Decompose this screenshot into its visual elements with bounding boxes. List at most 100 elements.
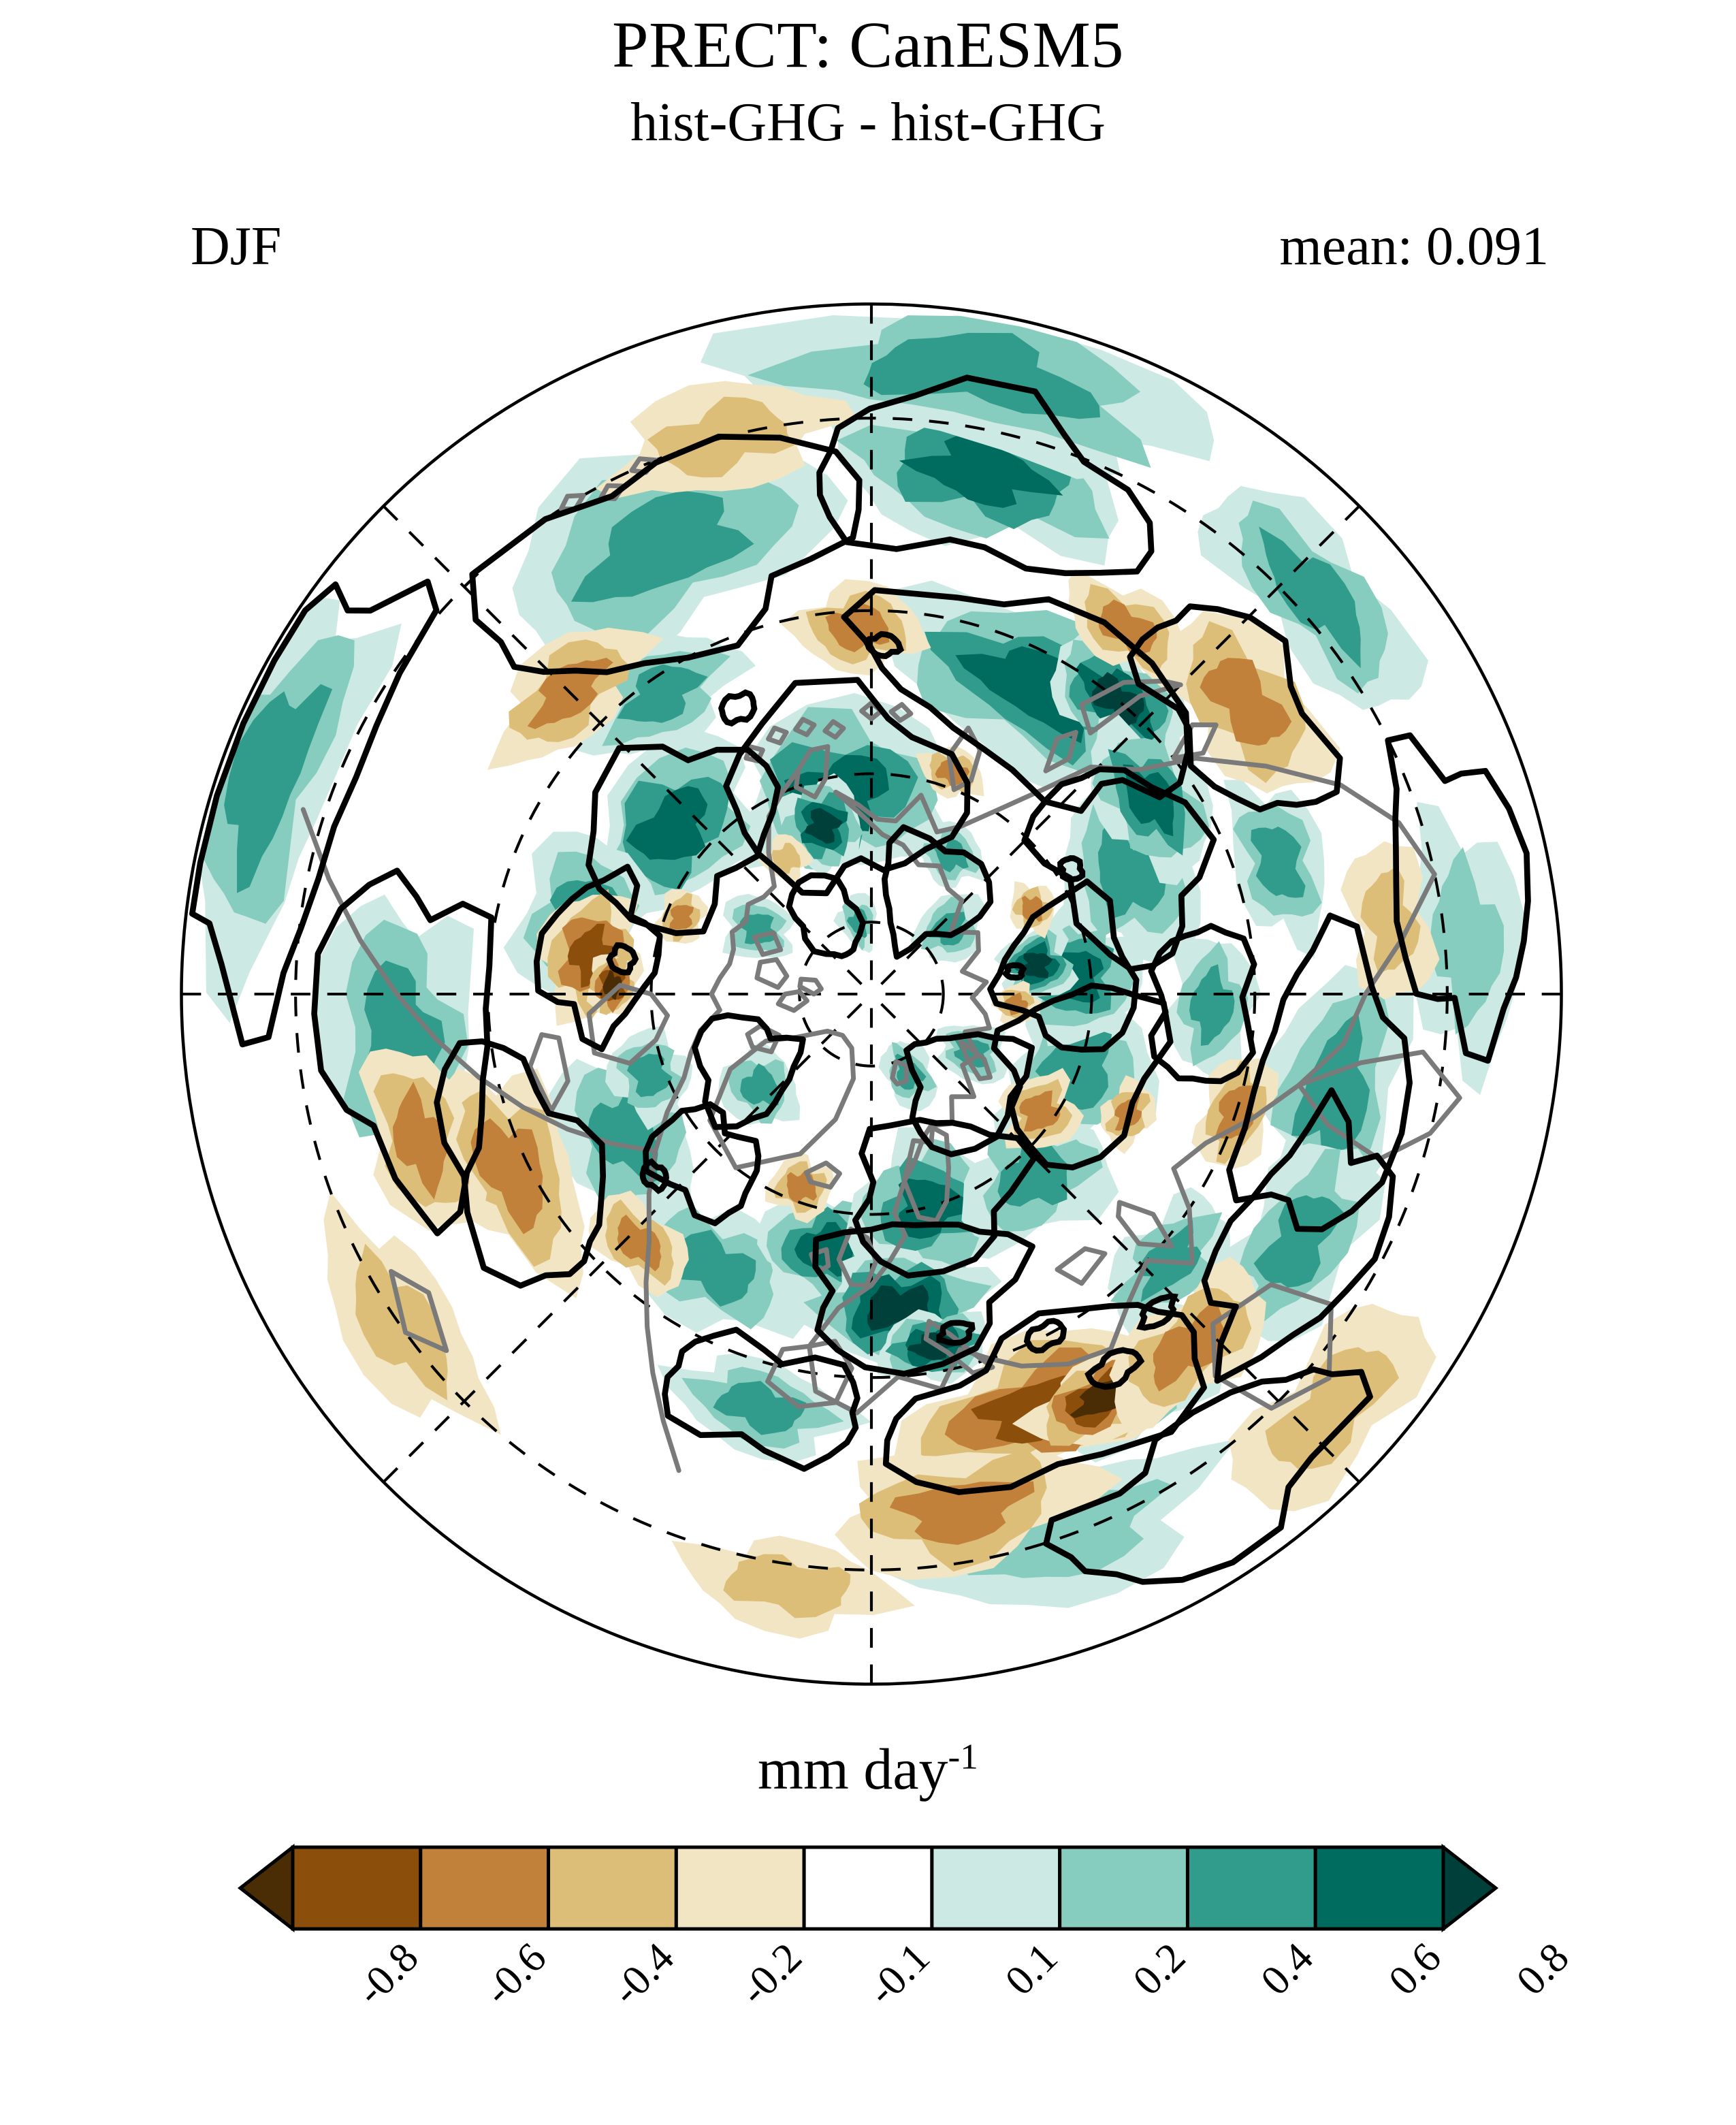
significance-contour: [812, 1221, 1035, 1377]
contour-fill-patch-negative: [392, 1081, 447, 1200]
contour-fill-patch-positive: [1259, 526, 1361, 669]
coastline: [643, 1149, 681, 1473]
colorbar-svg[interactable]: -0.8 -0.6 -0.4 -0.2 -0.1 0.1 0.2 0.4 0.6 0.8: [157, 1835, 1579, 2121]
contour-fill-patch-positive: [626, 786, 708, 860]
colorbar-swatch[interactable]: [1058, 1845, 1189, 1931]
coastline: [793, 744, 831, 800]
colorbar-swatch[interactable]: [802, 1845, 934, 1931]
colorbar-swatch[interactable]: [419, 1845, 551, 1931]
coastline: [1043, 729, 1078, 773]
colorbar-swatch[interactable]: [674, 1845, 806, 1931]
contour-fill-layer: [199, 315, 1525, 1639]
mean-label: mean: 0.091: [1279, 217, 1549, 276]
significance-contour: [469, 434, 863, 675]
coastline: [793, 716, 817, 737]
colorbar-swatch[interactable]: [1313, 1845, 1445, 1931]
coastline: [890, 1059, 910, 1087]
significance-contour: [786, 872, 866, 959]
colorbar-tick-label: -0.8: [347, 1934, 427, 2014]
significance-contour: [662, 1326, 861, 1472]
contour-fill-patch-positive: [739, 913, 777, 944]
contour-fill-patch-positive: [1430, 847, 1505, 1035]
significance-contour: [852, 1117, 1038, 1279]
coastline: [836, 1226, 879, 1288]
contour-fill-patch-positive: [668, 1230, 756, 1307]
contour-fill-patch-negative: [1200, 658, 1292, 746]
significance-contour: [1201, 1087, 1396, 1384]
significance-contour: [311, 867, 495, 1236]
graticule-latitude-circle: [649, 772, 1093, 1216]
colorbar-swatch[interactable]: [1185, 1845, 1317, 1931]
contour-fill-patch-positive: [804, 808, 843, 844]
significance-contour: [987, 878, 1140, 1053]
contour-fill-patch-negative: [1019, 1090, 1061, 1132]
graticule-longitude-line: [382, 995, 870, 1484]
significance-contour: [1226, 912, 1413, 1232]
coastline: [765, 1339, 854, 1409]
significance-contour-cell: [718, 689, 758, 727]
contour-fill-patch-negative: [567, 923, 614, 988]
contour-fill-patch-positive: [626, 1053, 673, 1098]
coastline: [797, 976, 824, 997]
contour-fill-patch-negative: [723, 1554, 851, 1618]
significance-contour: [841, 587, 1191, 814]
colorbar-extend-min-arrow[interactable]: [237, 1843, 295, 1933]
colorbar-tick-label: 0.4: [1252, 1934, 1322, 2004]
polar-map: [170, 293, 1573, 1695]
colorbar-tick-label: -0.4: [603, 1934, 683, 2014]
significance-contour-cell: [1084, 1347, 1145, 1390]
colorbar-units-base: mm day: [758, 1736, 948, 1802]
significance-contour-layer: [189, 374, 1531, 1585]
colorbar-swatches[interactable]: [237, 1843, 1499, 1933]
polar-map-svg: [180, 302, 1563, 1686]
contour-fill-patch-negative: [1153, 1300, 1226, 1392]
colorbar-units-exponent: -1: [948, 1736, 978, 1777]
colorbar[interactable]: -0.8 -0.6 -0.4 -0.2 -0.1 0.1 0.2 0.4 0.6 0.8: [157, 1835, 1579, 2121]
contour-fill-patch-positive: [1019, 953, 1053, 978]
contour-fill-patch-positive: [1097, 820, 1166, 918]
contour-fill-patch-negative: [669, 905, 694, 930]
significance-contour-cell: [606, 942, 639, 976]
significance-contour: [585, 744, 782, 936]
colorbar-tick-label: -0.6: [475, 1934, 555, 2014]
significance-contour: [1043, 1366, 1373, 1585]
significance-contour: [189, 578, 440, 1048]
colorbar-swatch[interactable]: [547, 1845, 678, 1931]
coastline: [775, 989, 809, 1013]
coastline: [1116, 1200, 1174, 1249]
map-outer-boundary: [180, 302, 1563, 1686]
contour-fill-patch-positive: [740, 1063, 779, 1106]
coastline: [707, 1028, 856, 1170]
colorbar-tick-label: 0.8: [1508, 1934, 1578, 2004]
contour-fill-patch-negative: [771, 842, 801, 874]
colorbar-swatch[interactable]: [930, 1845, 1062, 1931]
contour-fill-patch-negative: [617, 1214, 662, 1272]
contour-fill-patch-positive: [957, 1479, 1172, 1578]
significance-contour: [991, 982, 1174, 1170]
coastline: [822, 719, 846, 740]
significance-contour-cell: [1136, 1293, 1178, 1331]
coastline: [958, 1039, 993, 1081]
significance-contour-cell: [936, 1320, 976, 1346]
coastline: [528, 1032, 570, 1113]
significance-contour: [882, 824, 994, 960]
significance-contour-cell: [1023, 1317, 1067, 1354]
contour-fill-patch-positive: [570, 490, 754, 603]
colorbar-tick-labels: -0.8 -0.6 -0.4 -0.2 -0.1 0.1 0.2 0.4 0.6 0.8: [347, 1934, 1577, 2014]
colorbar-tick-label: -0.2: [731, 1934, 811, 2014]
coastline: [1296, 1049, 1462, 1162]
contour-fill-patch-positive: [1253, 1195, 1345, 1288]
coastline: [804, 1160, 842, 1190]
coastline: [1055, 1246, 1108, 1286]
contour-fill-patch-negative: [889, 1481, 1035, 1545]
contour-fill-patch-positive: [1251, 827, 1306, 898]
significance-contour: [643, 1101, 762, 1226]
colorbar-swatch[interactable]: [291, 1845, 423, 1931]
contour-fill-patch-positive: [617, 664, 708, 723]
significance-contour: [723, 677, 971, 897]
contour-fill-patch-negative: [602, 969, 622, 1000]
colorbar-extend-max-arrow[interactable]: [1441, 1843, 1499, 1933]
coastline: [888, 702, 914, 723]
coastline: [807, 756, 1437, 1416]
